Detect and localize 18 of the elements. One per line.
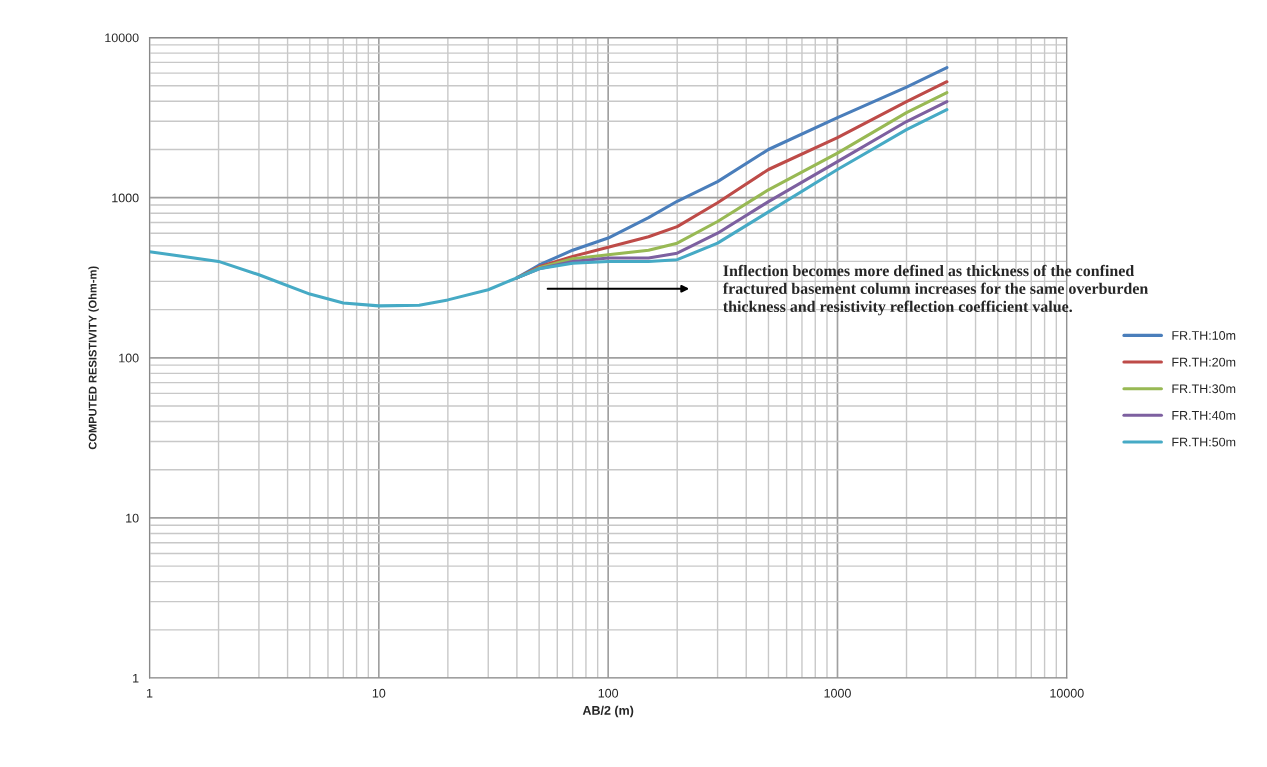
x-tick-label: 10 — [372, 688, 386, 698]
x-axis-title: AB/2 (m) — [582, 705, 634, 718]
y-axis-title: COMPUTED RESISTIVITY (Ohm-m) — [88, 266, 99, 450]
x-tick-label: 1 — [146, 688, 153, 698]
x-tick-label: 100 — [598, 688, 619, 698]
y-tick-label: 10 — [126, 513, 139, 523]
y-tick-label: 1 — [133, 673, 139, 683]
annotation: Inflection becomes more defined as thickness of the confined fractured basement column increases for the same overburden thickness and resistivity reflection coefficient value. — [722, 264, 1149, 316]
legend-label: FR.TH:40m — [1172, 410, 1236, 420]
legend-label: FR.TH:20m — [1172, 357, 1236, 367]
y-tick-label: 10000 — [105, 33, 139, 43]
legend-label: FR.TH:50m — [1172, 437, 1236, 447]
legend-label: FR.TH:30m — [1172, 384, 1236, 394]
legend-label: FR.TH:10m — [1172, 331, 1236, 340]
y-tick-label: 100 — [119, 353, 139, 363]
x-tick-label: 1000 — [824, 688, 851, 698]
x-tick-label: 10000 — [1050, 688, 1084, 698]
y-tick-label: 1000 — [112, 193, 139, 203]
